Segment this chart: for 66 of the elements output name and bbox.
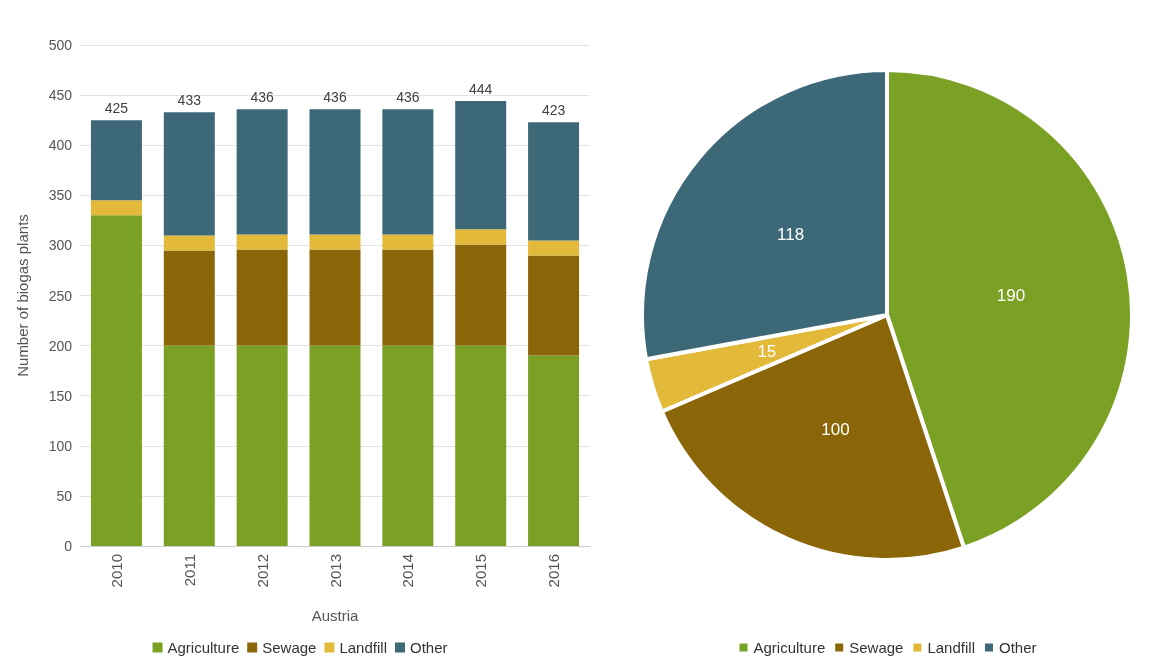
total-label: 436	[396, 89, 420, 106]
y-tick-label: 500	[48, 37, 73, 53]
legend-label: Sewage	[849, 639, 904, 656]
bar	[163, 250, 215, 346]
total-label: 433	[177, 92, 202, 109]
bar	[236, 345, 288, 546]
total-label: 423	[541, 102, 566, 119]
bar	[455, 345, 507, 546]
legend-label: Agriculture	[167, 639, 240, 656]
bar	[382, 109, 434, 235]
data-label: 190	[996, 285, 1026, 305]
bar	[309, 249, 361, 346]
bar	[382, 345, 434, 546]
y-tick-label: 450	[48, 87, 73, 104]
total-label: 444	[469, 81, 493, 98]
legend-label: Landfill	[927, 639, 975, 656]
bar	[382, 234, 434, 250]
data-label: 118	[777, 225, 805, 245]
legend-label: Landfill	[339, 639, 387, 656]
legend-label: Other	[998, 639, 1037, 656]
y-tick-label: 50	[56, 487, 73, 504]
x-tick-label: 2010	[107, 554, 125, 588]
bar	[528, 240, 580, 256]
legend-label: Other	[409, 639, 448, 656]
bar	[382, 249, 434, 346]
bar	[455, 101, 507, 230]
y-tick-label: 150	[48, 387, 73, 404]
bar	[309, 345, 361, 546]
y-tick-label: 350	[48, 187, 73, 204]
y-tick-label: 400	[48, 137, 73, 154]
total-label: 436	[323, 89, 347, 106]
x-tick-label: 2016	[545, 554, 563, 588]
bar	[236, 234, 288, 250]
bar	[236, 249, 288, 346]
y-axis-title: Number of biogas plants	[14, 214, 31, 377]
bar	[90, 200, 142, 216]
x-tick-label: 2015	[472, 554, 490, 588]
bar	[455, 244, 507, 346]
bar	[455, 229, 507, 245]
bar	[163, 112, 215, 236]
y-tick-label: 200	[48, 337, 73, 354]
x-tick-label: 2011	[180, 554, 198, 587]
total-label: 436	[250, 89, 275, 106]
data-label: 100	[821, 419, 850, 439]
bar	[90, 120, 142, 201]
x-tick-label: 2014	[399, 554, 417, 588]
x-axis-title: Austria	[311, 607, 359, 624]
y-tick-label: 300	[48, 237, 73, 254]
x-tick-label: 2013	[326, 554, 344, 588]
data-label: 15	[757, 341, 777, 361]
bar	[528, 255, 580, 356]
legend-label: Sewage	[262, 639, 317, 656]
bar	[309, 234, 361, 250]
y-tick-label: 100	[48, 437, 73, 454]
bar	[528, 355, 580, 546]
legend-label: Agriculture	[753, 639, 826, 656]
bar	[163, 345, 215, 546]
bar	[163, 235, 215, 251]
y-tick-label: 0	[64, 538, 73, 554]
bar	[236, 109, 288, 235]
y-tick-label: 250	[48, 287, 73, 304]
total-label: 425	[104, 100, 129, 117]
x-tick-label: 2012	[253, 554, 271, 588]
bar	[90, 215, 142, 546]
bar	[309, 109, 361, 235]
bar	[528, 122, 580, 241]
